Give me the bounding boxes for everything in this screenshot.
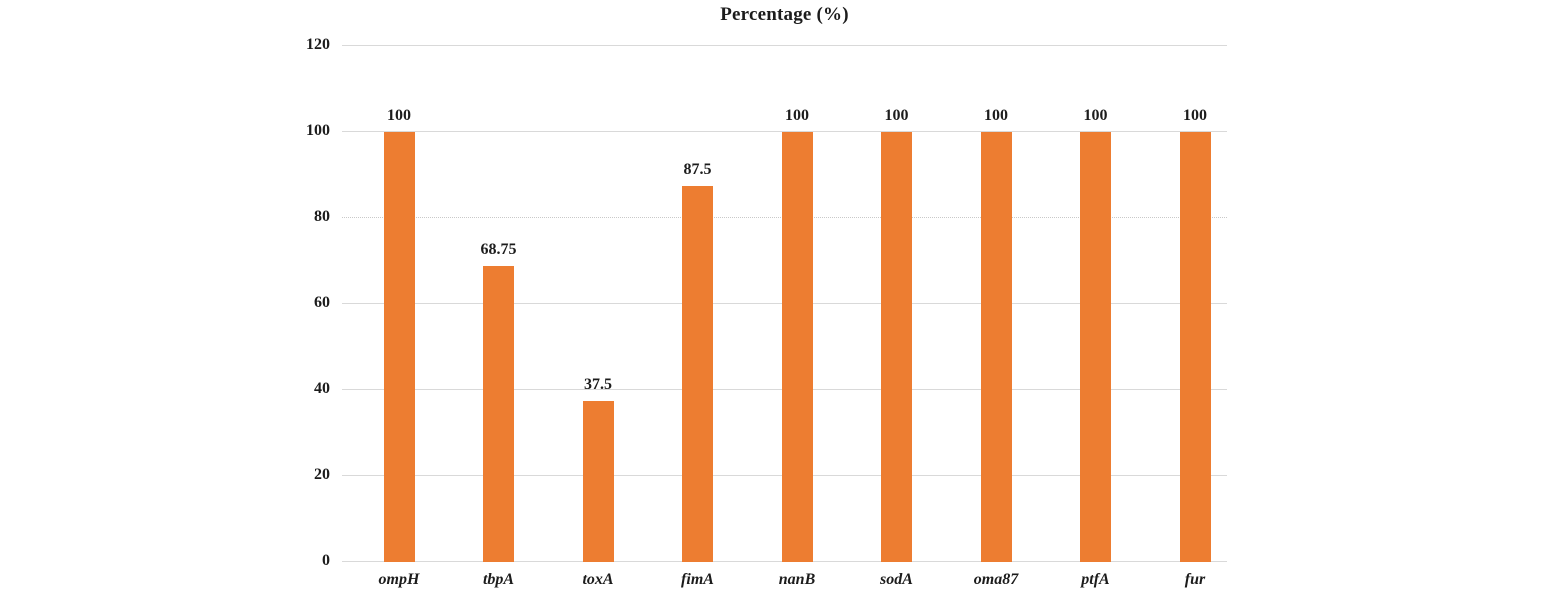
y-axis-tick-label: 20 <box>314 466 330 483</box>
x-category-label-sodA: sodA <box>880 571 913 588</box>
y-axis-tick-label: 80 <box>314 208 330 225</box>
bar-value-label: 68.75 <box>480 241 517 259</box>
bar-sodA <box>881 132 912 562</box>
x-category-label-ompH: ompH <box>378 571 420 588</box>
bar-value-label: 100 <box>785 107 809 124</box>
y-axis-tick-label: 40 <box>314 380 330 397</box>
x-category-label-nanB: nanB <box>778 571 816 588</box>
bar-value-label: 100 <box>387 107 411 124</box>
bar-fimA <box>682 185 713 562</box>
chart-title: Percentage (%) <box>720 4 849 25</box>
x-category-label-fur: fur <box>1184 571 1206 588</box>
plot-area: 100 68.75 37.5 87.5 100 100 100 100 100 <box>342 45 1227 562</box>
x-category-label-oma87: oma87 <box>973 571 1019 588</box>
bar-fur <box>1179 132 1211 562</box>
bar-value-label: 87.5 <box>683 160 712 178</box>
bar-value-label: 100 <box>1183 107 1207 124</box>
y-axis-tick-label: 120 <box>306 36 330 53</box>
gridline-y-100 <box>342 131 1227 132</box>
x-category-label-ptfA: ptfA <box>1081 571 1110 588</box>
y-axis-tick-label: 100 <box>306 122 330 139</box>
bar-value-label: 100 <box>884 107 909 124</box>
gridline-y-120 <box>342 45 1227 46</box>
bar-value-label: 100 <box>984 107 1008 124</box>
bar-tbpA <box>483 266 514 562</box>
y-axis-tick-label: 0 <box>322 552 330 569</box>
bar-value-label: 100 <box>1083 107 1108 124</box>
x-category-label-tbpA: tbpA <box>482 571 515 588</box>
bar-toxA <box>582 400 614 562</box>
bar-nanB <box>781 132 813 562</box>
bar-value-label: 37.5 <box>584 375 612 393</box>
bar-ompH <box>383 132 415 562</box>
bar-ptfA <box>1080 132 1111 562</box>
bar-oma87 <box>980 132 1012 562</box>
x-category-label-toxA: toxA <box>582 571 614 588</box>
y-axis-tick-label: 60 <box>314 294 330 311</box>
x-category-label-fimA: fimA <box>681 571 714 588</box>
